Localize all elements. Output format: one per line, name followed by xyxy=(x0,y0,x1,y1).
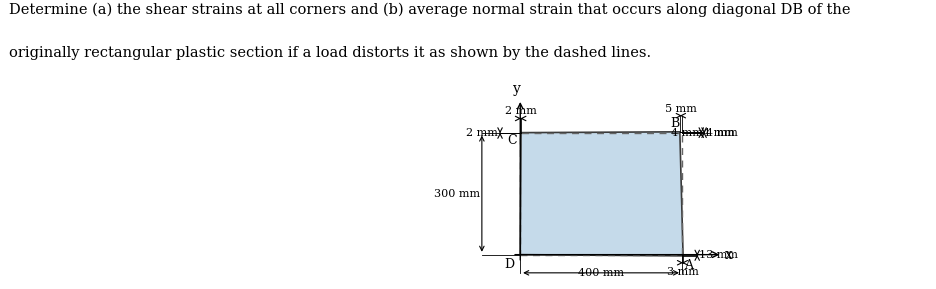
Text: 400 mm: 400 mm xyxy=(578,268,624,279)
Text: 2 mm: 2 mm xyxy=(466,128,498,138)
Text: x: x xyxy=(725,248,733,262)
Text: 3 mm: 3 mm xyxy=(666,267,698,277)
Text: 4 mm: 4 mm xyxy=(671,128,703,138)
Text: B: B xyxy=(670,117,679,130)
Text: 2 mm: 2 mm xyxy=(505,106,536,116)
Text: y: y xyxy=(513,82,521,96)
Text: 4 mm: 4 mm xyxy=(703,128,735,138)
Text: Determine (a) the shear strains at all corners and (b) average normal strain tha: Determine (a) the shear strains at all c… xyxy=(9,3,851,17)
Text: originally rectangular plastic section if a load distorts it as shown by the das: originally rectangular plastic section i… xyxy=(9,46,651,60)
Text: 300 mm: 300 mm xyxy=(433,189,480,199)
Polygon shape xyxy=(520,132,683,256)
Text: D: D xyxy=(505,258,515,271)
Text: C: C xyxy=(507,134,517,147)
Text: 13 mm: 13 mm xyxy=(699,250,739,260)
Text: 5 mm: 5 mm xyxy=(665,104,696,114)
Text: A: A xyxy=(684,259,693,272)
Text: 4 mm: 4 mm xyxy=(706,128,738,138)
